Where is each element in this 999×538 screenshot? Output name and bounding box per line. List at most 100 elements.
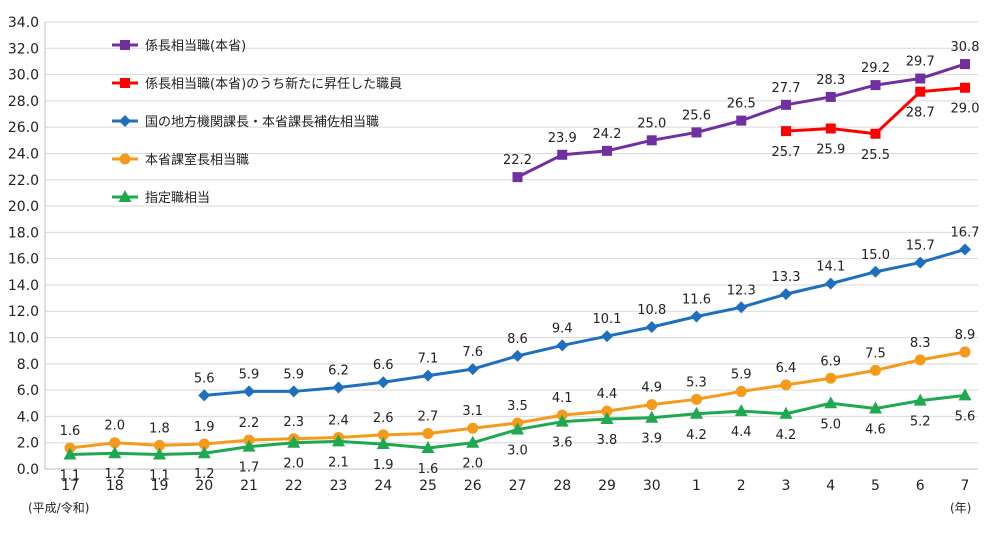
data-label: 29.7 (906, 55, 935, 70)
series-1: 25.7 25.9 25.5 28.7 29.0 (772, 82, 980, 163)
x-tick-label: 25 (419, 478, 437, 494)
data-point (735, 385, 747, 397)
data-point (197, 446, 211, 459)
data-label: 29.0 (951, 102, 980, 117)
data-label: 4.4 (731, 425, 752, 440)
data-point (646, 399, 658, 411)
data-point (869, 401, 882, 414)
data-point (63, 447, 77, 460)
data-point (242, 439, 256, 452)
legend-label: 係長相当職(本省)のうち新たに昇任した職員 (145, 76, 402, 92)
data-label: 23.9 (548, 131, 577, 146)
data-label: 15.7 (906, 239, 935, 254)
data-label: 2.0 (283, 457, 304, 472)
data-label: 8.6 (507, 332, 528, 347)
data-label: 13.3 (772, 270, 801, 285)
data-point (645, 410, 659, 423)
data-point (959, 346, 971, 358)
data-label: 25.9 (816, 142, 845, 157)
y-tick-label: 32.0 (8, 41, 39, 57)
data-label: 4.2 (686, 428, 707, 443)
data-point (332, 381, 345, 394)
data-point (512, 172, 523, 183)
data-point (869, 265, 882, 278)
data-label: 7.1 (418, 352, 439, 367)
data-point (602, 145, 612, 156)
data-point (555, 414, 569, 427)
data-point (466, 363, 479, 376)
data-label: 2.0 (462, 457, 483, 472)
data-point (825, 372, 837, 384)
data-point (779, 406, 793, 419)
data-point (691, 393, 702, 405)
data-label: 3.1 (462, 404, 483, 419)
data-point (287, 435, 301, 448)
data-point (600, 412, 614, 425)
data-point (913, 393, 927, 406)
legend-swatch-marker (118, 190, 132, 202)
series-2: 5.6 5.9 5.9 6.2 6.6 7.1 7.6 8.6 9.4 10.1 10.8 11.6 1… (194, 225, 980, 402)
data-label: 27.7 (772, 81, 801, 96)
data-point (736, 115, 747, 126)
data-point (646, 135, 657, 146)
data-label: 29.2 (861, 61, 890, 76)
data-label: 9.4 (552, 321, 573, 336)
x-tick-label: 7 (961, 478, 970, 494)
legend-swatch-marker (119, 153, 131, 165)
legend-swatch-marker (120, 40, 130, 50)
x-tick-label: 19 (151, 478, 169, 494)
legend-swatch-marker (119, 115, 131, 127)
data-point (332, 434, 345, 447)
data-label: 2.6 (373, 411, 394, 426)
data-label: 1.1 (149, 469, 170, 484)
legend-item: 係長相当職(本省) (112, 39, 246, 54)
data-point (690, 406, 703, 419)
data-label: 12.3 (727, 283, 756, 298)
legend-label: 国の地方機関課長・本省課長補佐相当職 (145, 114, 379, 130)
data-label: 24.2 (593, 127, 622, 142)
data-label: 30.8 (951, 40, 980, 55)
data-label: 1.8 (149, 421, 170, 436)
data-point (556, 339, 569, 352)
x-axis-era-label: (平成/令和) (28, 500, 89, 515)
x-tick-label: 6 (916, 478, 925, 494)
data-label: 1.1 (60, 469, 81, 484)
data-point (198, 389, 211, 402)
legend-item: 指定職相当 (112, 190, 210, 206)
data-point (781, 126, 791, 137)
data-label: 1.9 (194, 420, 215, 435)
data-label: 3.9 (641, 432, 662, 447)
data-point (735, 301, 748, 314)
data-label: 4.2 (776, 428, 797, 443)
data-label: 10.1 (593, 312, 622, 327)
y-tick-label: 16.0 (8, 252, 39, 268)
y-axis-ticks: 0.0 2.0 4.0 6.0 8.0 10.0 12.0 14.0 16.0 18.0 20.0 2… (8, 15, 39, 478)
data-point (690, 310, 703, 323)
data-point (153, 447, 166, 460)
y-tick-label: 30.0 (8, 68, 39, 84)
y-tick-label: 14.0 (8, 278, 39, 294)
data-label: 1.6 (418, 462, 439, 477)
x-tick-label: 20 (195, 478, 213, 494)
x-tick-label: 29 (598, 478, 616, 494)
data-label: 16.7 (951, 225, 980, 240)
data-point (870, 80, 881, 91)
data-label: 25.6 (682, 108, 711, 123)
data-point (824, 277, 837, 290)
data-point (109, 437, 121, 449)
x-tick-label: 30 (643, 478, 661, 494)
data-label: 8.9 (955, 328, 976, 343)
data-point (421, 440, 435, 453)
y-tick-label: 2.0 (17, 436, 39, 452)
data-label: 25.7 (772, 145, 801, 160)
data-label: 5.3 (686, 375, 707, 390)
data-label: 25.0 (637, 116, 666, 131)
data-point (422, 369, 434, 382)
x-tick-label: 5 (871, 478, 880, 494)
legend: 係長相当職(本省) 係長相当職(本省)のうち新たに昇任した職員国の地方機関課長・本… (112, 39, 402, 206)
data-label: 5.9 (283, 367, 304, 382)
data-label: 6.2 (328, 363, 349, 378)
axes (44, 22, 978, 470)
data-label: 1.2 (104, 467, 125, 482)
